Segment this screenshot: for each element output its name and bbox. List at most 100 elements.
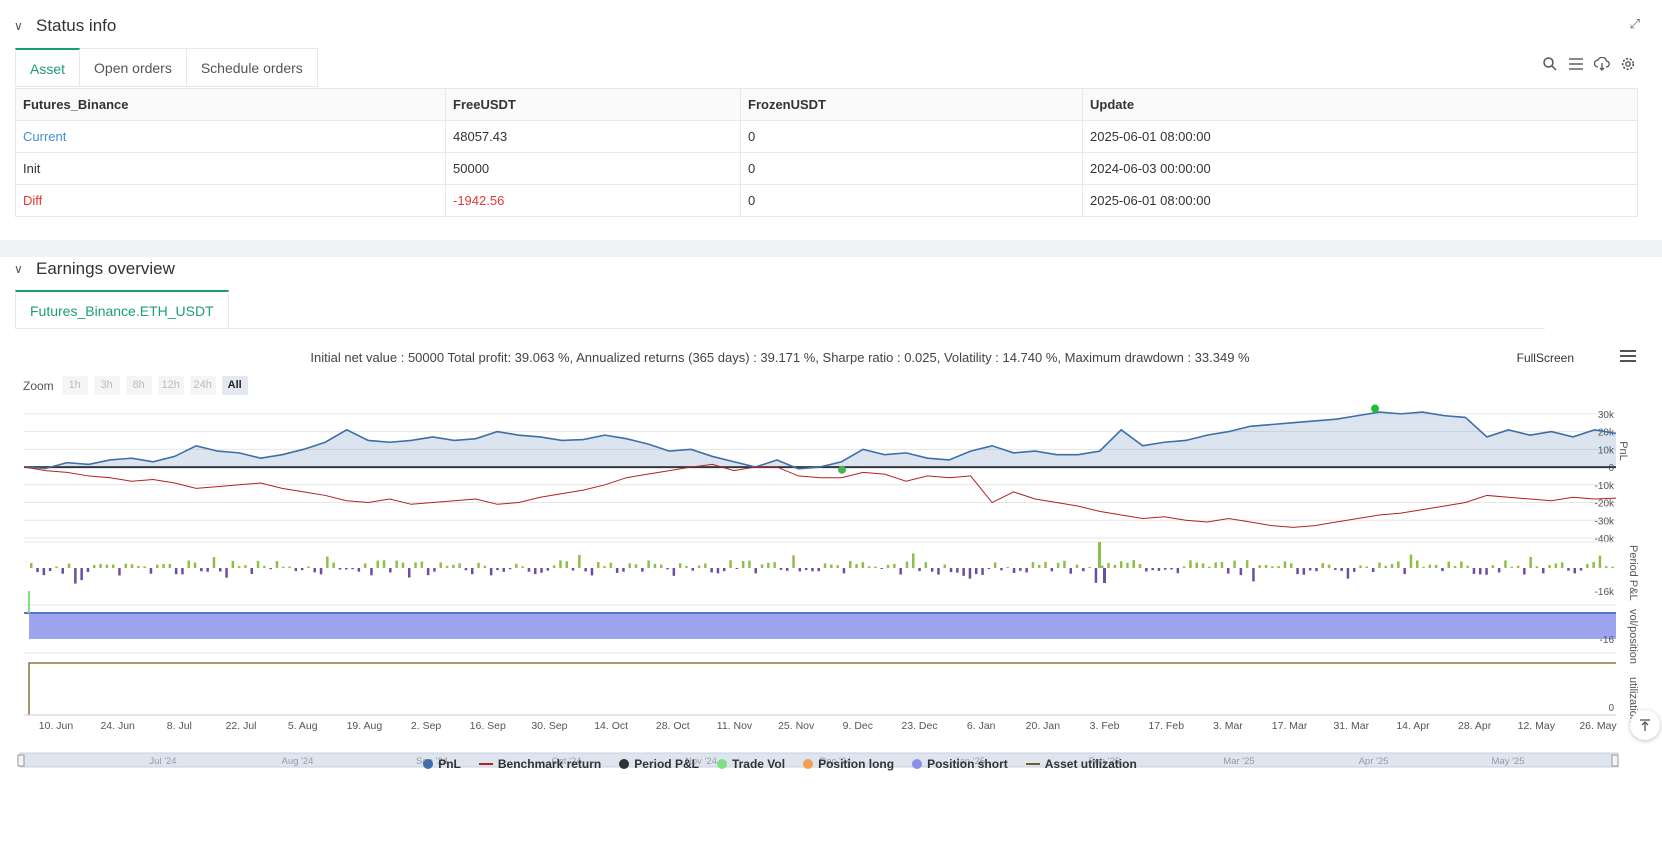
period-bar xyxy=(552,565,556,568)
period-bar xyxy=(382,560,386,568)
zoom-all-button[interactable]: All xyxy=(221,376,248,395)
period-bar xyxy=(1113,564,1117,568)
gear-icon[interactable] xyxy=(1620,56,1636,72)
earnings-chart[interactable]: 30k 20k 10k 0 -10k -20k -30k -40k PnL -16k Period … xyxy=(0,395,1662,805)
period-bar xyxy=(628,563,631,568)
period-bar xyxy=(571,568,575,571)
legend-asset-utilization[interactable]: Asset utilization xyxy=(1025,757,1137,771)
period-bar xyxy=(1586,563,1589,568)
period-bar xyxy=(1056,562,1060,568)
period-bar xyxy=(685,565,688,568)
legend-period-pnl[interactable]: Period P&L xyxy=(619,757,699,771)
pnl-line xyxy=(23,411,1617,470)
period-bar xyxy=(590,568,594,576)
cloud-download-icon[interactable] xyxy=(1594,56,1610,72)
zoom-3h-button[interactable]: 3h xyxy=(93,376,120,395)
period-bar xyxy=(1170,568,1173,570)
period-bar xyxy=(760,564,764,568)
period-bar xyxy=(269,568,272,570)
asset-utilization-line xyxy=(28,662,1616,715)
zoom-12h-button[interactable]: 12h xyxy=(157,376,184,395)
period-bar xyxy=(30,563,33,568)
period-bar xyxy=(1516,565,1520,568)
table-row: Diff -1942.56 0 2025-06-01 08:00:00 xyxy=(15,184,1638,217)
period-bar xyxy=(1182,566,1186,568)
period-bar xyxy=(426,568,430,576)
status-info-panel: ∨ Status info ⤢ Asset Open orders Schedu… xyxy=(0,0,1662,240)
period-bar xyxy=(1598,555,1602,568)
x-tick-label: 12. May xyxy=(1518,720,1556,732)
tab-asset[interactable]: Asset xyxy=(15,48,81,86)
chevron-down-icon[interactable]: ∨ xyxy=(14,19,23,33)
period-bar xyxy=(225,568,228,578)
period-bar xyxy=(1390,564,1394,568)
y-tick-label: -16 xyxy=(1600,635,1615,646)
period-bar xyxy=(1082,568,1085,572)
scroll-to-top-button[interactable] xyxy=(1630,710,1660,740)
period-bar xyxy=(1277,566,1280,568)
trade-marker xyxy=(838,465,846,474)
table-cell: -1942.56 xyxy=(445,184,741,217)
x-tick-label: 16. Sep xyxy=(470,720,506,732)
period-bar xyxy=(61,568,64,574)
legend-benchmark[interactable]: Benchmark return xyxy=(478,757,601,771)
earnings-header[interactable]: ∨ Earnings overview xyxy=(14,257,175,281)
navigator-tick-label: Dec '24 xyxy=(820,756,852,767)
zoom-8h-button[interactable]: 8h xyxy=(125,376,152,395)
period-bar xyxy=(1164,568,1167,570)
period-bar xyxy=(1346,568,1350,579)
period-bar xyxy=(830,564,833,568)
chevron-down-icon[interactable]: ∨ xyxy=(14,262,23,276)
pnl-area xyxy=(24,412,1616,469)
table-cell: 2025-06-01 08:00:00 xyxy=(1082,120,1638,153)
fullscreen-button[interactable]: FullScreen xyxy=(1516,351,1574,365)
x-tick-label: 22. Jul xyxy=(226,720,257,732)
search-icon[interactable] xyxy=(1542,56,1558,72)
tab-symbol[interactable]: Futures_Binance.ETH_USDT xyxy=(15,290,229,328)
period-bar xyxy=(1308,568,1312,571)
list-icon[interactable] xyxy=(1568,56,1584,72)
legend-position-long[interactable]: Position long xyxy=(803,757,894,771)
period-bar xyxy=(256,560,260,568)
period-bar xyxy=(968,568,972,579)
legend-position-short[interactable]: Position short xyxy=(912,757,1008,771)
period-bar xyxy=(156,564,159,568)
period-bar xyxy=(559,560,562,568)
period-bar xyxy=(1000,568,1003,571)
status-info-header[interactable]: ∨ Status info xyxy=(14,14,116,38)
period-bar xyxy=(1176,568,1180,574)
period-bar xyxy=(987,568,991,570)
tab-open-orders[interactable]: Open orders xyxy=(80,48,187,86)
period-bar xyxy=(1504,560,1507,568)
legend-pnl[interactable]: PnL xyxy=(423,757,461,771)
collapse-icon[interactable]: ⤢ xyxy=(1629,16,1640,31)
period-bar xyxy=(1441,568,1444,572)
y-tick-label: 30k xyxy=(1598,410,1615,421)
navigator-handle-right xyxy=(1611,754,1619,767)
period-bar xyxy=(1466,565,1469,568)
x-tick-label: 11. Nov xyxy=(717,720,753,732)
period-bar xyxy=(439,562,442,568)
period-bar xyxy=(1491,565,1495,568)
period-bar xyxy=(313,568,316,573)
period-bar xyxy=(1258,565,1261,568)
navigator-tick-label: Jul '24 xyxy=(149,756,176,767)
zoom-1h-button[interactable]: 1h xyxy=(61,376,88,395)
period-bar xyxy=(1126,562,1129,568)
table-header-row: Futures_Binance FreeUSDT FrozenUSDT Upda… xyxy=(15,88,1638,121)
zoom-24h-button[interactable]: 24h xyxy=(189,376,216,395)
period-bar xyxy=(773,562,776,568)
column-header: Futures_Binance xyxy=(15,88,446,121)
legend-trade-vol[interactable]: Trade Vol xyxy=(716,757,785,771)
panel-title: Earnings overview xyxy=(36,259,175,278)
period-bar xyxy=(949,568,953,573)
period-bar xyxy=(445,565,449,568)
period-bar xyxy=(250,568,253,574)
tab-schedule-orders[interactable]: Schedule orders xyxy=(186,48,318,86)
period-bar xyxy=(1101,565,1104,568)
period-bar xyxy=(641,568,644,572)
menu-icon[interactable] xyxy=(1620,349,1636,367)
period-bar xyxy=(376,560,379,568)
period-bar xyxy=(779,568,783,570)
period-bar xyxy=(1359,565,1362,568)
